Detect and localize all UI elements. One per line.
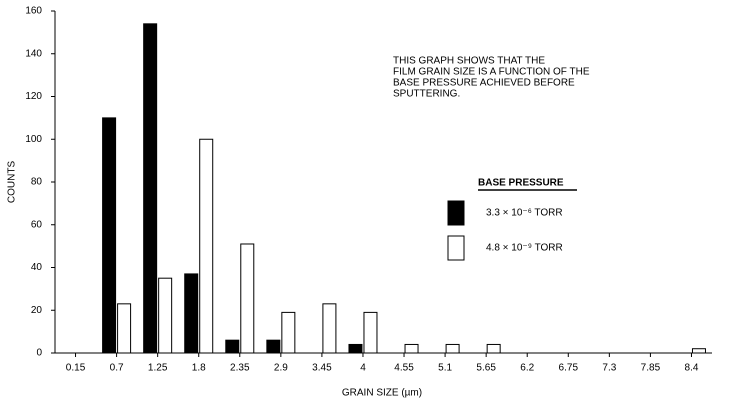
x-tick-label: 8.4 <box>685 363 699 374</box>
bar <box>117 303 132 354</box>
annotation: SPUTTERING. <box>393 89 460 100</box>
bar <box>404 343 419 354</box>
bar <box>486 343 501 354</box>
legend-title: BASE PRESSURE <box>478 178 564 189</box>
y-tick-label: 0 <box>36 348 42 359</box>
x-tick-label: 5.1 <box>438 363 452 374</box>
bar <box>240 243 255 354</box>
bar <box>445 343 460 354</box>
x-tick-label: 0.15 <box>66 363 86 374</box>
y-tick-label: 140 <box>25 48 42 59</box>
y-tick-label: 60 <box>31 219 43 230</box>
legend-swatch <box>447 200 465 226</box>
bar <box>691 348 706 354</box>
bar <box>225 339 240 354</box>
x-tick-label: 6.75 <box>559 363 579 374</box>
y-axis-label: COUNTS <box>7 161 18 204</box>
y-tick-label: 160 <box>25 6 42 17</box>
bar <box>102 117 117 354</box>
y-tick-label: 120 <box>25 91 42 102</box>
x-tick-label: 1.8 <box>192 363 206 374</box>
y-tick-label: 100 <box>25 134 42 145</box>
x-tick-label: 2.9 <box>274 363 288 374</box>
bar <box>348 343 363 354</box>
x-tick-label: 4 <box>360 363 366 374</box>
bar <box>363 311 378 354</box>
x-tick-label: 4.55 <box>394 363 414 374</box>
x-axis-label: GRAIN SIZE (µm) <box>342 388 422 399</box>
x-tick-label: 7.3 <box>602 363 616 374</box>
x-tick-label: 7.85 <box>641 363 661 374</box>
annotation: THIS GRAPH SHOWS THAT THE <box>393 56 545 67</box>
bar <box>281 311 296 354</box>
legend-label: 4.8 × 10⁻⁹ TORR <box>486 243 563 254</box>
bar <box>184 273 199 354</box>
legend-label: 3.3 × 10⁻⁶ TORR <box>486 208 563 219</box>
y-tick-label: 80 <box>31 177 43 188</box>
bar <box>199 138 214 354</box>
y-tick-label: 20 <box>31 305 43 316</box>
y-tick-label: 40 <box>31 262 43 273</box>
annotation: FILM GRAIN SIZE IS A FUNCTION OF THE <box>393 67 590 78</box>
x-tick-label: 0.7 <box>110 363 124 374</box>
annotation: BASE PRESSURE ACHIEVED BEFORE <box>393 78 575 89</box>
x-tick-label: 1.25 <box>148 363 168 374</box>
x-tick-label: 3.45 <box>312 363 332 374</box>
bar <box>322 303 337 354</box>
x-tick-label: 2.35 <box>230 363 250 374</box>
x-tick-label: 5.65 <box>476 363 496 374</box>
bar <box>143 23 158 354</box>
bar <box>158 277 173 354</box>
bar <box>266 339 281 354</box>
legend-swatch <box>447 235 465 261</box>
x-tick-label: 6.2 <box>520 363 534 374</box>
